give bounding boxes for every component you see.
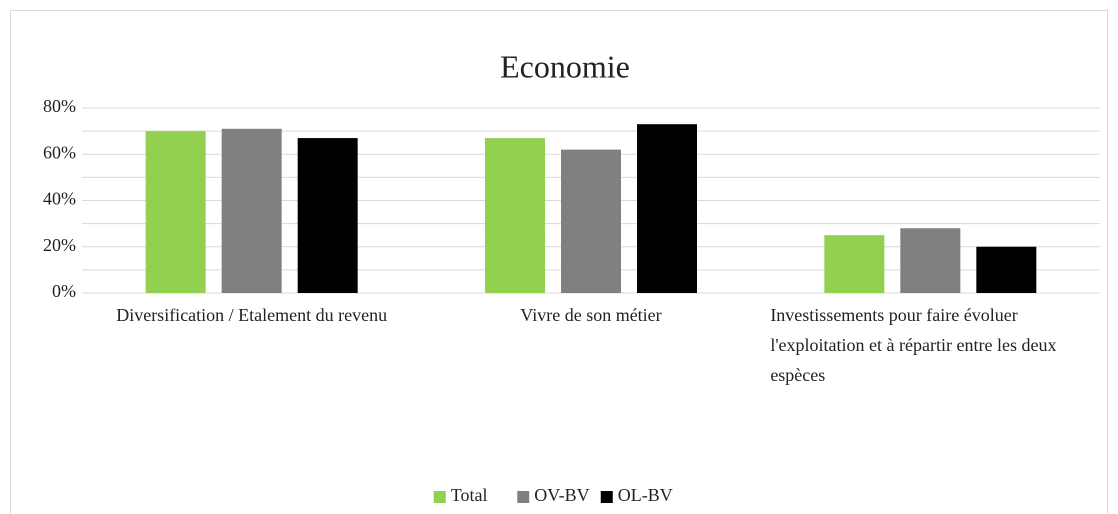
bar <box>976 246 1037 293</box>
bar <box>561 149 621 293</box>
y-tick-label: 60% <box>43 142 76 162</box>
legend-swatch <box>600 491 613 503</box>
legend-swatch <box>433 491 446 503</box>
legend-label: Total <box>451 485 488 505</box>
x-tick-label-box: Investissements pour faire évoluer l'exp… <box>761 300 1100 390</box>
legend-label: OL-BV <box>618 485 673 505</box>
bar <box>145 131 206 293</box>
chart-title: Economie <box>500 48 630 84</box>
bar <box>485 138 545 293</box>
y-tick-label: 20% <box>43 235 76 255</box>
bar <box>900 228 961 293</box>
bar <box>221 128 282 293</box>
chart-border <box>10 10 1108 514</box>
y-tick-label: 0% <box>52 281 76 301</box>
x-tick-label-box: Diversification / Etalement du revenu <box>82 300 421 330</box>
legend-swatch <box>517 491 530 503</box>
x-tick-label: Diversification / Etalement du revenu <box>116 305 388 325</box>
x-tick-label-box: Vivre de son métier <box>421 300 760 330</box>
y-tick-label: 80% <box>43 96 76 116</box>
bar <box>824 235 885 293</box>
x-tick-label: Vivre de son métier <box>520 305 662 325</box>
legend-label: OV-BV <box>534 485 589 505</box>
bar <box>297 138 358 293</box>
bar <box>637 124 697 293</box>
x-tick-label: Investissements pour faire évoluer l'exp… <box>770 305 1057 385</box>
y-tick-label: 40% <box>43 189 76 209</box>
